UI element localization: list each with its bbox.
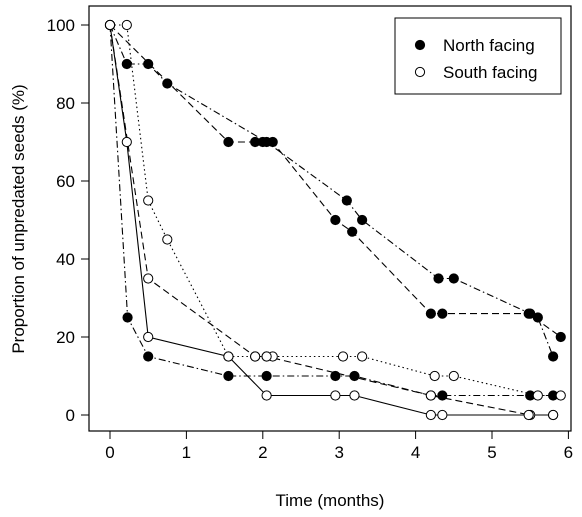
data-point-north <box>330 370 341 382</box>
data-point-south <box>548 409 559 421</box>
data-point-south <box>349 390 360 401</box>
x-tick-label: 4 <box>411 443 420 462</box>
data-point-north <box>143 58 154 70</box>
data-point-south <box>223 351 234 362</box>
data-point-north <box>261 370 272 382</box>
data-point-north <box>257 136 268 148</box>
data-point-north <box>433 273 444 284</box>
data-point-south <box>555 390 566 401</box>
legend-south-marker <box>414 66 426 78</box>
data-point-south <box>143 331 154 343</box>
legend-box <box>394 17 562 95</box>
data-point-south <box>261 351 272 362</box>
data-point-south <box>143 195 154 206</box>
data-point-south <box>121 19 132 31</box>
data-point-north <box>223 370 234 382</box>
series-layer <box>104 19 566 421</box>
data-point-north <box>532 312 543 323</box>
data-point-south <box>429 370 440 382</box>
x-tick-label: 3 <box>334 443 343 462</box>
data-point-north <box>347 226 358 237</box>
data-point-north <box>121 58 132 70</box>
y-tick-label: 80 <box>56 94 75 113</box>
data-point-north <box>425 308 436 319</box>
y-tick-label: 20 <box>56 328 75 347</box>
y-tick-label: 60 <box>56 172 75 191</box>
data-point-south <box>425 390 436 401</box>
data-point-south <box>337 351 349 362</box>
data-point-north <box>330 214 341 226</box>
data-point-south <box>448 370 459 382</box>
data-point-north <box>357 214 368 226</box>
data-point-north <box>341 195 352 206</box>
y-tick-label: 0 <box>66 406 75 425</box>
data-point-north <box>548 351 559 362</box>
legend: North facing South facing <box>394 17 562 95</box>
data-point-south <box>143 273 154 284</box>
data-point-north <box>437 390 448 401</box>
data-point-south <box>162 234 173 245</box>
y-tick-label: 100 <box>47 16 75 35</box>
legend-north-label: North facing <box>443 36 535 55</box>
data-point-north <box>267 136 278 148</box>
data-point-south <box>330 390 341 401</box>
y-axis-label: Proportion of unpredated seeds (%) <box>9 84 28 353</box>
data-point-north <box>223 136 234 148</box>
legend-north-marker <box>414 39 426 51</box>
data-point-north <box>122 312 133 323</box>
data-point-south <box>250 351 261 362</box>
legend-south-label: South facing <box>443 63 538 82</box>
x-axis-label: Time (months) <box>276 491 385 510</box>
data-point-south <box>532 390 543 401</box>
data-point-north <box>349 370 360 382</box>
data-point-south <box>261 390 272 401</box>
x-tick-label: 5 <box>487 443 496 462</box>
x-tick-label: 6 <box>564 443 573 462</box>
x-tick-label: 0 <box>105 443 114 462</box>
data-point-north <box>162 78 173 89</box>
data-point-south <box>104 19 116 31</box>
x-tick-label: 1 <box>182 443 191 462</box>
data-point-south <box>357 351 368 362</box>
data-point-south <box>523 409 534 421</box>
x-tick-label: 2 <box>258 443 267 462</box>
data-point-north <box>437 308 448 319</box>
data-point-south <box>121 136 132 148</box>
data-point-south <box>437 409 448 421</box>
data-point-north <box>143 351 154 362</box>
data-point-north <box>448 273 459 284</box>
data-point-north <box>555 331 566 343</box>
y-tick-label: 40 <box>56 250 75 269</box>
data-point-south <box>425 409 436 421</box>
data-point-north <box>523 308 534 319</box>
